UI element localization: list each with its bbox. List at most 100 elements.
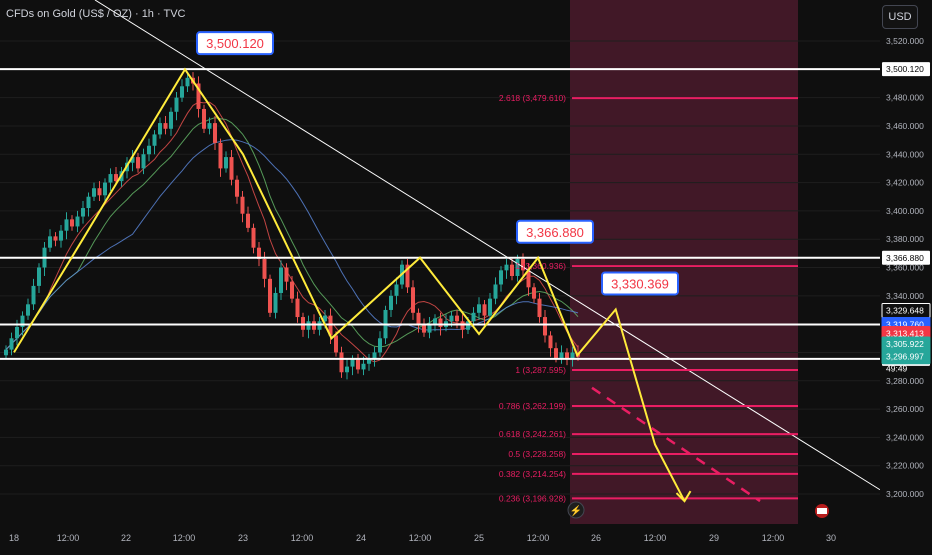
time-axis-tick: 26 (591, 533, 601, 543)
candle (4, 349, 8, 356)
candle (163, 123, 168, 129)
candle (455, 315, 459, 322)
price-tag: 3,329.648 (881, 302, 931, 318)
flag-icon-stripe (817, 508, 827, 514)
time-axis-tick: 12:00 (173, 533, 196, 543)
level-price-tag (882, 62, 930, 77)
candle (548, 335, 553, 349)
candle (521, 259, 525, 271)
candle (482, 304, 487, 316)
price-callout: 3,500.120 (196, 31, 274, 56)
candle (53, 236, 58, 241)
fib-level-label: 0.382 (3,214.254) (499, 469, 566, 479)
candle (493, 284, 498, 299)
moving-average-line (5, 117, 579, 350)
candle (312, 321, 316, 330)
price-axis-tick: 3,240.000 (886, 432, 924, 442)
trendline (94, 0, 881, 491)
projection-dashed-line (591, 386, 761, 503)
moving-average-line (5, 139, 579, 350)
candle (372, 352, 377, 359)
candle (367, 358, 371, 364)
candle (570, 352, 575, 359)
price-callout-box (601, 271, 679, 296)
candle (416, 312, 421, 325)
price-axis-tick: 3,200.000 (886, 489, 924, 499)
price-axis (880, 0, 932, 550)
projection-zone (570, 0, 798, 524)
candle (405, 264, 410, 288)
price-tag-label: 3,329.648 (886, 305, 924, 315)
price-tag: 3,296.997 (881, 349, 931, 365)
candle (565, 352, 569, 359)
symbol-title: CFDs on Gold (US$ / OZ) · 1h · TVC (6, 8, 186, 20)
price-tag-label: 3,313.413 (886, 328, 924, 338)
candle (262, 259, 267, 279)
candle (185, 77, 190, 87)
price-callout: 3,366.880 (516, 219, 594, 244)
time-axis-tick: 12:00 (762, 533, 785, 543)
candle (361, 363, 366, 370)
candle (103, 182, 107, 196)
candle (273, 292, 278, 313)
candle (433, 318, 437, 325)
price-tag: 3,305.922 (881, 336, 931, 352)
candle (532, 287, 536, 299)
candle (92, 188, 96, 197)
price-axis-tick: 3,220.000 (886, 461, 924, 471)
price-tag-label: 3,319.760 (886, 319, 924, 329)
candle (147, 145, 151, 155)
candle (257, 247, 261, 260)
candle (323, 315, 327, 322)
candle (378, 338, 382, 353)
candle (438, 318, 443, 327)
lightning-icon-glyph: ⚡ (570, 504, 582, 517)
candle (488, 298, 492, 316)
candle (339, 352, 344, 373)
candle (130, 157, 135, 163)
candle (526, 270, 531, 288)
candle (31, 285, 36, 305)
candle (466, 321, 470, 330)
price-callout-label: 3,330.369 (611, 276, 669, 291)
price-axis-tick: 3,420.000 (886, 178, 924, 188)
price-axis-tick: 3,520.000 (886, 36, 924, 46)
candle (235, 179, 239, 197)
candle (328, 315, 333, 336)
price-axis-tick: 3,380.000 (886, 234, 924, 244)
candle (356, 359, 360, 370)
time-axis-tick: 12:00 (57, 533, 80, 543)
candle (537, 298, 542, 318)
price-axis-tick: 3,440.000 (886, 149, 924, 159)
candle (477, 304, 481, 313)
candle (141, 154, 146, 169)
candle (559, 352, 564, 359)
price-axis-tick: 3,400.000 (886, 206, 924, 216)
candle (207, 123, 212, 129)
candle (15, 326, 19, 339)
time-axis-tick: 23 (238, 533, 248, 543)
price-tag-label: 3,296.997 (886, 352, 924, 362)
price-callout-box (516, 219, 594, 244)
moving-average-line (5, 101, 579, 363)
candle (9, 338, 14, 350)
candle (213, 123, 217, 143)
candle (20, 315, 25, 327)
candle (394, 284, 399, 296)
candle (180, 86, 184, 98)
candle (279, 267, 283, 293)
candle (26, 304, 30, 316)
time-axis-tick: 12:00 (409, 533, 432, 543)
candle (499, 270, 503, 285)
candle (152, 134, 157, 146)
price-axis-tick: 3,460.000 (886, 121, 924, 131)
zigzag-arrowhead (675, 490, 692, 503)
candle (510, 264, 514, 276)
currency-button[interactable]: USD (882, 5, 918, 29)
fib-level-label: 0.618 (3,242.261) (499, 429, 566, 439)
candle (449, 315, 454, 322)
candle (471, 312, 476, 322)
fib-level-label: 0.5 (3,228.258) (508, 449, 566, 459)
